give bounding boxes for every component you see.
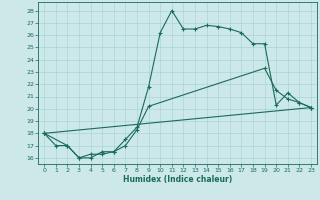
X-axis label: Humidex (Indice chaleur): Humidex (Indice chaleur) (123, 175, 232, 184)
